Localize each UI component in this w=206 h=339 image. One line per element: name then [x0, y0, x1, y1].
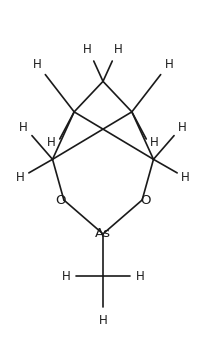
Text: H: H: [178, 121, 187, 134]
Text: H: H: [83, 43, 92, 56]
Text: H: H: [62, 270, 70, 283]
Text: O: O: [140, 194, 150, 206]
Text: H: H: [136, 270, 144, 283]
Text: H: H: [99, 314, 107, 327]
Text: H: H: [114, 43, 123, 56]
Text: H: H: [19, 121, 28, 134]
Text: O: O: [56, 194, 66, 206]
Text: H: H: [165, 58, 173, 71]
Text: As: As: [95, 227, 111, 240]
Text: H: H: [181, 172, 190, 184]
Text: H: H: [150, 136, 159, 149]
Text: H: H: [47, 136, 56, 149]
Text: H: H: [33, 58, 41, 71]
Text: H: H: [16, 172, 25, 184]
